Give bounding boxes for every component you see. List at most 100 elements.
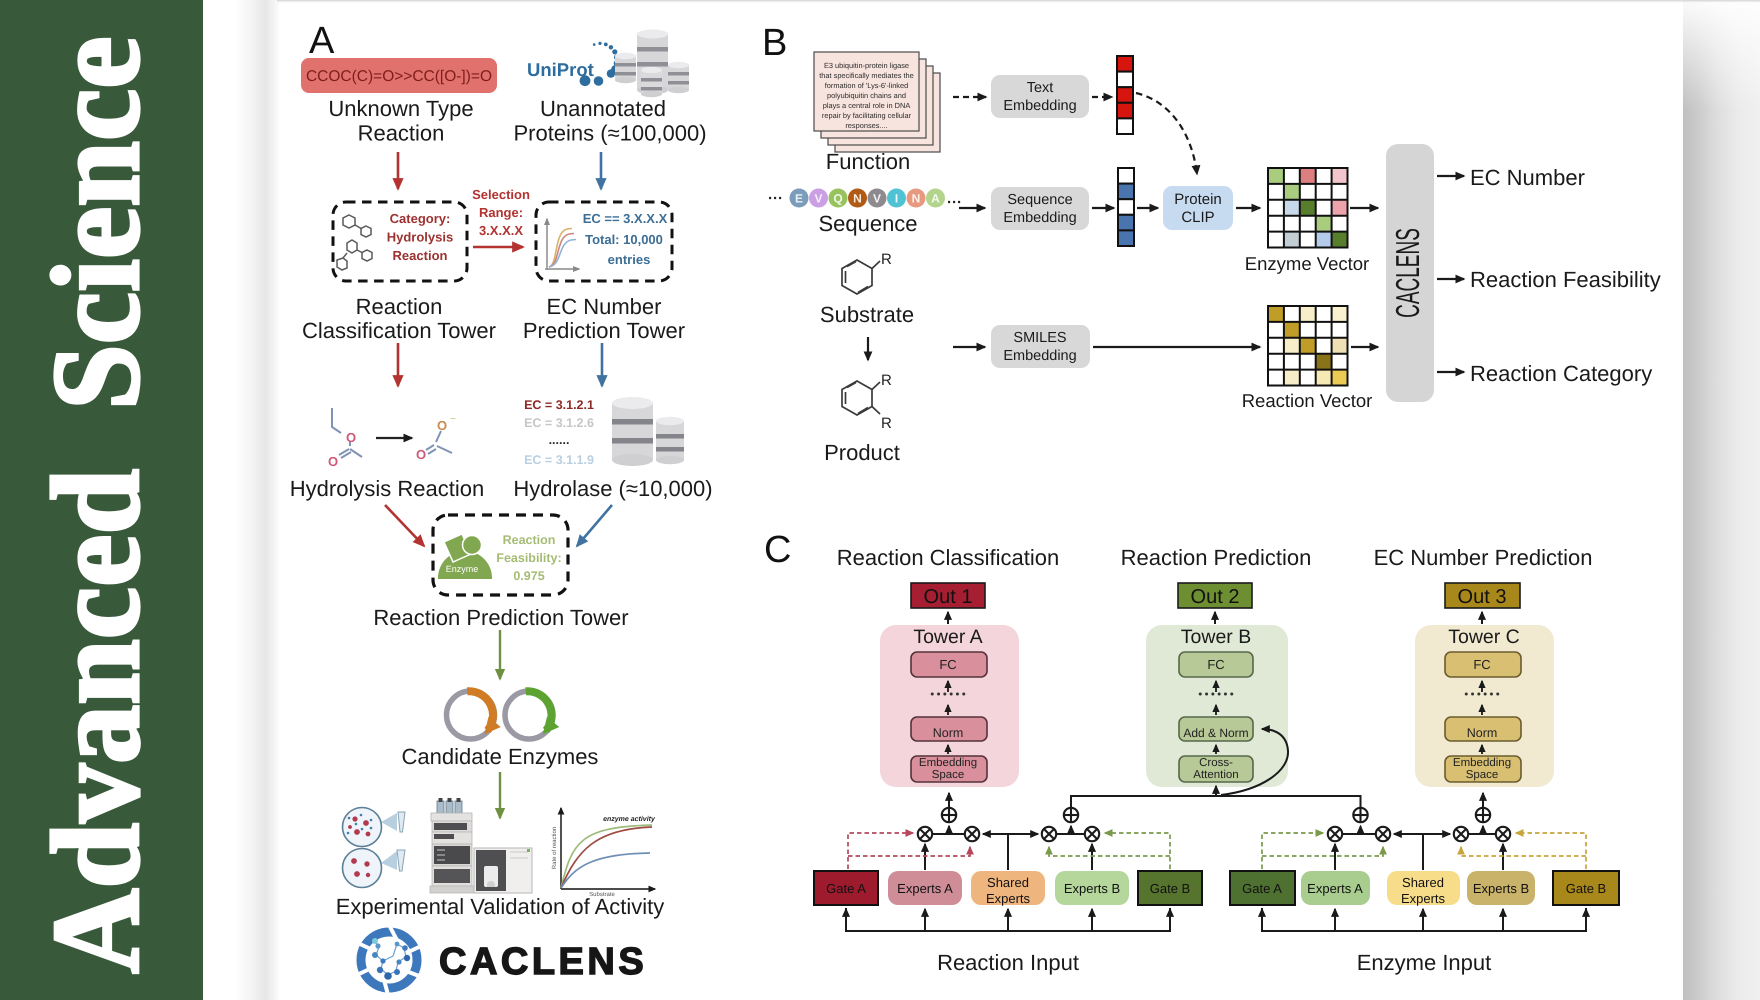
svg-text:Norm: Norm — [933, 726, 964, 740]
svg-text:Function: Function — [826, 149, 910, 174]
svg-text:Hydrolysis: Hydrolysis — [387, 230, 453, 245]
svg-text:Enzyme: Enzyme — [446, 564, 479, 574]
svg-text:Reaction Prediction Tower: Reaction Prediction Tower — [373, 605, 628, 630]
svg-text:O: O — [328, 454, 338, 469]
svg-text:EC Number: EC Number — [547, 294, 662, 319]
svg-text:C: C — [764, 529, 791, 571]
svg-text:V: V — [814, 192, 822, 206]
svg-text:repair by facilitating cellula: repair by facilitating cellular — [822, 111, 912, 120]
svg-text:Out 3: Out 3 — [1458, 586, 1507, 608]
svg-text:O: O — [346, 430, 356, 445]
svg-text:Embedding: Embedding — [1003, 348, 1076, 364]
svg-text:Embedding: Embedding — [1003, 210, 1076, 226]
svg-text:Reaction: Reaction — [393, 248, 448, 263]
svg-text:Enzyme Input: Enzyme Input — [1357, 950, 1492, 975]
svg-text:Candidate Enzymes: Candidate Enzymes — [402, 744, 599, 769]
svg-text:A: A — [931, 192, 940, 206]
svg-text:CCOC(C)=O>>CC([O-])=O: CCOC(C)=O>>CC([O-])=O — [306, 68, 492, 85]
svg-text:E3 ubiquitin-protein ligase: E3 ubiquitin-protein ligase — [824, 61, 909, 70]
svg-text:Selection: Selection — [472, 187, 530, 202]
svg-text:Text: Text — [1027, 80, 1054, 96]
svg-text:Classification Tower: Classification Tower — [302, 318, 496, 343]
svg-text:Reaction Classification: Reaction Classification — [837, 545, 1060, 570]
svg-text:Product: Product — [824, 440, 900, 465]
svg-text:SMILES: SMILES — [1013, 330, 1066, 346]
svg-text:Reaction Category: Reaction Category — [1470, 361, 1652, 386]
svg-text:B: B — [762, 22, 787, 64]
svg-text:Gate A: Gate A — [826, 881, 866, 896]
svg-text:Hydrolysis Reaction: Hydrolysis Reaction — [290, 476, 484, 501]
svg-text:formation of 'Lys-6'-linked: formation of 'Lys-6'-linked — [825, 81, 908, 90]
svg-text:Reaction Input: Reaction Input — [937, 950, 1079, 975]
svg-text:O: O — [437, 418, 447, 433]
svg-text:···: ··· — [947, 194, 962, 211]
svg-text:Experimental Validation of Act: Experimental Validation of Activity — [336, 894, 665, 919]
svg-text:Gate A: Gate A — [1242, 881, 1282, 896]
svg-text:Feasibility:: Feasibility: — [496, 551, 561, 565]
svg-text:responses....: responses.... — [845, 121, 887, 130]
svg-text:......: ...... — [549, 433, 570, 447]
svg-text:Protein: Protein — [1174, 191, 1222, 208]
svg-text:FC: FC — [939, 657, 956, 672]
svg-text:Range:: Range: — [479, 205, 523, 220]
svg-text:E: E — [795, 192, 803, 206]
svg-text:FC: FC — [1207, 657, 1224, 672]
svg-text:Sequence: Sequence — [818, 211, 917, 236]
svg-text:Tower B: Tower B — [1181, 626, 1251, 648]
svg-text:Experts A: Experts A — [1307, 881, 1363, 896]
svg-text:Gate B: Gate B — [1566, 881, 1606, 896]
svg-text:0.975: 0.975 — [513, 569, 544, 583]
svg-text:V: V — [873, 192, 881, 206]
svg-text:Tower A: Tower A — [913, 626, 982, 648]
svg-text:Space: Space — [932, 769, 965, 781]
svg-text:Sequence: Sequence — [1007, 192, 1072, 208]
svg-text:Shared: Shared — [1402, 875, 1444, 890]
svg-text:EC == 3.X.X.X: EC == 3.X.X.X — [583, 211, 668, 226]
svg-text:Prediction Tower: Prediction Tower — [523, 318, 685, 343]
svg-text:EC = 3.1.2.1: EC = 3.1.2.1 — [524, 398, 594, 412]
svg-text:Reaction Feasibility: Reaction Feasibility — [1470, 267, 1661, 292]
svg-text:3.X.X.X: 3.X.X.X — [479, 223, 523, 238]
svg-text:Experts: Experts — [986, 891, 1031, 906]
svg-text:Space: Space — [1466, 769, 1499, 781]
svg-text:EC Number: EC Number — [1470, 165, 1585, 190]
svg-text:Unannotated: Unannotated — [540, 96, 666, 121]
svg-text:Embedding: Embedding — [1003, 98, 1076, 114]
svg-text:Out 1: Out 1 — [924, 586, 973, 608]
svg-text:FC: FC — [1473, 657, 1490, 672]
svg-text:Experts B: Experts B — [1473, 881, 1529, 896]
svg-text:R: R — [881, 415, 892, 432]
svg-text:Reaction: Reaction — [503, 533, 556, 547]
svg-text:Embedding: Embedding — [1453, 757, 1511, 769]
svg-text:R: R — [881, 251, 892, 268]
svg-text:Substrate: Substrate — [589, 891, 615, 898]
svg-text:polyubiquitin chains and: polyubiquitin chains and — [827, 91, 906, 100]
svg-text:CACLENS: CACLENS — [439, 941, 647, 983]
svg-text:Experts B: Experts B — [1064, 881, 1120, 896]
svg-text:Attention: Attention — [1193, 769, 1238, 781]
svg-text:Reaction Vector: Reaction Vector — [1242, 390, 1373, 411]
svg-text:N: N — [912, 192, 921, 206]
svg-text:Norm: Norm — [1467, 726, 1498, 740]
svg-text:O: O — [416, 447, 426, 462]
svg-text:EC = 3.1.2.6: EC = 3.1.2.6 — [524, 416, 594, 430]
svg-text:enzyme activity: enzyme activity — [603, 815, 656, 823]
svg-text:−: − — [450, 414, 456, 425]
svg-text:Reaction Prediction: Reaction Prediction — [1121, 545, 1312, 570]
svg-text:Embedding: Embedding — [919, 757, 977, 769]
svg-text:Experts A: Experts A — [897, 881, 953, 896]
svg-text:Total: 10,000: Total: 10,000 — [585, 232, 663, 247]
svg-text:entries: entries — [608, 252, 651, 267]
svg-text:CLIP: CLIP — [1181, 209, 1214, 226]
svg-text:Shared: Shared — [987, 875, 1029, 890]
svg-text:Add & Norm: Add & Norm — [1183, 726, 1248, 740]
svg-text:Substrate: Substrate — [820, 302, 914, 327]
svg-text:Experts: Experts — [1401, 891, 1446, 906]
svg-text:EC = 3.1.1.9: EC = 3.1.1.9 — [524, 453, 594, 467]
svg-text:EC Number Prediction: EC Number Prediction — [1374, 545, 1593, 570]
svg-text:Enzyme Vector: Enzyme Vector — [1245, 253, 1369, 274]
svg-text:···: ··· — [768, 190, 783, 207]
svg-text:UniProt: UniProt — [527, 59, 594, 80]
svg-text:Rate of reaction: Rate of reaction — [551, 827, 558, 869]
svg-text:Unknown Type: Unknown Type — [328, 96, 473, 121]
